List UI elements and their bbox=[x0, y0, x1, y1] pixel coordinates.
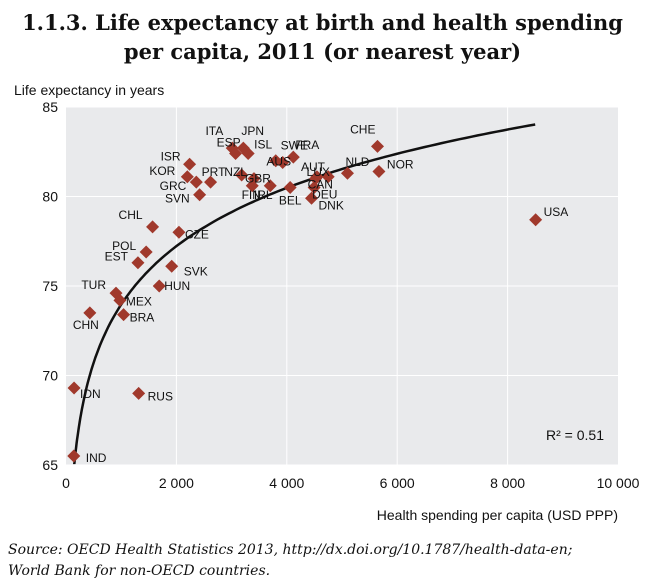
x-tick-label-0: 0 bbox=[62, 475, 70, 491]
point-marker-mex bbox=[113, 293, 127, 307]
point-marker-idn bbox=[67, 381, 81, 395]
point-marker-chn bbox=[83, 306, 97, 320]
point-marker-kor bbox=[180, 170, 194, 184]
x-tick-label-6000: 6 000 bbox=[380, 475, 415, 491]
point-marker-che bbox=[370, 139, 384, 153]
point-label-fin: FIN bbox=[242, 188, 261, 202]
x-tick-label-8000: 8 000 bbox=[490, 475, 525, 491]
point-label-aus: AUS bbox=[266, 155, 291, 169]
source-note: Source: OECD Health Statistics 2013, htt… bbox=[8, 540, 638, 582]
y-axis-label: Life expectancy in years bbox=[14, 82, 164, 98]
point-label-fra: FRA bbox=[295, 138, 319, 152]
point-marker-dnk bbox=[305, 191, 319, 205]
point-label-grc: GRC bbox=[160, 179, 187, 193]
point-label-tur: TUR bbox=[81, 278, 106, 292]
source-label: Source: bbox=[8, 542, 63, 558]
scatter-chart: 65 70 75 80 85 0 2 000 4 000 6 000 8 000 10 000 Lif… bbox=[14, 82, 640, 523]
point-marker-fra bbox=[286, 150, 300, 164]
point-marker-hun bbox=[152, 279, 166, 293]
point-marker-usa bbox=[529, 213, 543, 227]
point-marker-est bbox=[131, 256, 145, 270]
y-tick-label-80: 80 bbox=[42, 189, 58, 205]
point-label-isr: ISR bbox=[161, 149, 181, 163]
point-label-usa: USA bbox=[544, 205, 569, 219]
point-marker-can bbox=[309, 172, 323, 186]
point-label-dnk: DNK bbox=[319, 198, 344, 212]
point-label-nor: NOR bbox=[387, 157, 414, 171]
title-line-2: per capita, 2011 (or nearest year) bbox=[123, 39, 522, 64]
point-marker-isl bbox=[241, 147, 255, 161]
point-label-esp: ESP bbox=[217, 136, 241, 150]
point-label-pol: POL bbox=[112, 239, 136, 253]
point-label-irl: IRL bbox=[254, 188, 273, 202]
point-marker-prt bbox=[204, 175, 218, 189]
point-label-aut: AUT bbox=[301, 160, 326, 174]
point-label-bra: BRA bbox=[130, 311, 155, 325]
point-marker-cze bbox=[172, 225, 186, 239]
point-label-hun: HUN bbox=[164, 279, 190, 293]
point-marker-bra bbox=[117, 308, 131, 322]
y-tick-label-85: 85 bbox=[42, 99, 58, 115]
point-marker-lux bbox=[321, 170, 335, 184]
y-tick-label-70: 70 bbox=[42, 368, 58, 384]
point-label-nld: NLD bbox=[345, 155, 369, 169]
x-tick-label-2000: 2 000 bbox=[159, 475, 194, 491]
x-tick-label-10000: 10 000 bbox=[597, 475, 640, 491]
point-marker-fin bbox=[245, 179, 259, 193]
source-line-2: World Bank for non-OECD countries. bbox=[8, 563, 271, 579]
point-label-svk: SVK bbox=[184, 264, 208, 278]
point-marker-svk bbox=[165, 259, 179, 273]
trend-line bbox=[73, 123, 536, 465]
point-label-cze: CZE bbox=[185, 227, 209, 241]
point-marker-esp bbox=[229, 147, 243, 161]
point-label-lux: LUX bbox=[307, 165, 330, 179]
point-marker-bel bbox=[283, 181, 297, 195]
point-marker-chl bbox=[146, 220, 160, 234]
point-marker-svn bbox=[193, 188, 207, 202]
point-marker-pol bbox=[139, 245, 153, 259]
point-label-kor: KOR bbox=[149, 164, 175, 178]
point-label-can: CAN bbox=[308, 178, 333, 192]
point-marker-deu bbox=[307, 181, 321, 195]
point-label-ind: IND bbox=[86, 451, 107, 465]
point-marker-isr bbox=[183, 157, 197, 171]
point-label-mex: MEX bbox=[126, 294, 152, 308]
point-label-rus: RUS bbox=[148, 389, 173, 403]
chart-title: 1.1.3. Life expectancy at birth and heal… bbox=[0, 8, 645, 66]
point-marker-ind bbox=[67, 449, 81, 463]
point-label-est: EST bbox=[105, 250, 129, 264]
point-label-chn: CHN bbox=[73, 318, 99, 332]
source-line-1: OECD Health Statistics 2013, http://dx.d… bbox=[67, 542, 573, 558]
point-marker-rus bbox=[132, 386, 146, 400]
point-label-swe: SWE bbox=[281, 138, 308, 152]
point-marker-nzl bbox=[235, 168, 249, 182]
point-marker-grc bbox=[189, 175, 203, 189]
point-label-idn: IDN bbox=[80, 387, 101, 401]
point-label-prt: PRT bbox=[202, 165, 226, 179]
x-axis-label: Health spending per capita (USD PPP) bbox=[377, 507, 618, 523]
point-label-bel: BEL bbox=[279, 194, 302, 208]
point-label-deu: DEU bbox=[312, 188, 337, 202]
point-label-isl: ISL bbox=[254, 138, 272, 152]
x-tick-label-4000: 4 000 bbox=[269, 475, 304, 491]
point-label-svn: SVN bbox=[165, 192, 190, 206]
y-tick-label-75: 75 bbox=[42, 278, 58, 294]
point-marker-aus bbox=[269, 154, 283, 168]
y-tick-label-65: 65 bbox=[42, 457, 58, 473]
point-label-chl: CHL bbox=[119, 208, 143, 222]
point-marker-nld bbox=[340, 166, 354, 180]
title-line-1: 1.1.3. Life expectancy at birth and heal… bbox=[22, 10, 623, 35]
point-label-che: CHE bbox=[350, 122, 375, 136]
point-label-gbr: GBR bbox=[245, 172, 271, 186]
r-squared-annotation: R² = 0.51 bbox=[546, 427, 604, 443]
point-marker-irl bbox=[263, 179, 277, 193]
point-label-nzl: NZL bbox=[224, 165, 247, 179]
point-label-ita: ITA bbox=[205, 124, 223, 138]
point-label-jpn: JPN bbox=[241, 124, 264, 138]
point-marker-nor bbox=[372, 164, 386, 178]
